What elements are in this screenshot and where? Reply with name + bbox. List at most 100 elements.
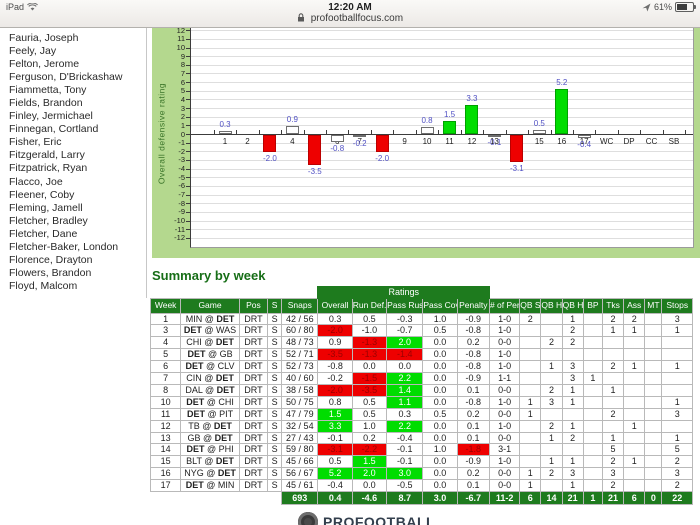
x-tick-mark <box>550 130 552 134</box>
player-list-item[interactable]: Flowers, Brandon <box>9 266 92 279</box>
x-tick-mark <box>662 130 664 134</box>
player-list-item[interactable]: Floyd, Malcom <box>9 279 78 292</box>
cell: 5 <box>661 443 693 457</box>
cell: S <box>267 431 283 445</box>
player-list-item[interactable]: Fletcher, Bradley <box>9 214 88 227</box>
bar-value-label: -0.4 <box>577 140 592 150</box>
cell: 1 <box>519 407 542 421</box>
y-tick-mark <box>186 142 190 144</box>
cell <box>582 312 603 326</box>
player-list-item[interactable]: Finley, Jermichael <box>9 110 93 123</box>
cell <box>644 383 663 397</box>
table-row: 11 DET @ PIT DRT S 47 / 79 1.5 0.5 0.3 0.5 0.2 0-0… <box>149 407 693 421</box>
cell: 0-0 <box>488 407 521 421</box>
player-list-item[interactable]: Fauria, Joseph <box>9 32 79 44</box>
cell: 1-0 <box>488 324 521 338</box>
x-tick-mark <box>370 130 372 134</box>
cell <box>623 348 646 362</box>
table-row: 10 DET @ CHI DRT S 50 / 75 0.8 0.5 1.1 0.0 -0.8 1-… <box>149 395 693 409</box>
chart-gridline <box>191 151 693 153</box>
player-list-item[interactable]: Ferguson, D'Brickashaw <box>9 71 123 84</box>
player-list-item[interactable]: Fisher, Eric <box>9 136 62 149</box>
table-row: 4 CHI @ DET DRT S 48 / 73 0.9 -1.3 2.0 0.0 0.2 0-0… <box>149 336 693 350</box>
player-list-item[interactable]: Flacco, Joe <box>9 175 63 188</box>
pff-logo: PROFOOTBALL <box>298 512 435 525</box>
cell: 0.5 <box>351 407 388 421</box>
player-list-item[interactable]: Fletcher-Baker, London <box>9 240 119 253</box>
cell: 27 / 43 <box>281 431 319 445</box>
cell <box>540 324 563 338</box>
y-tick-label: 6 <box>180 77 185 87</box>
cell: DRT <box>238 383 269 397</box>
cell: 1.0 <box>422 443 458 457</box>
bar-week-10 <box>420 127 434 134</box>
cell <box>661 372 693 385</box>
y-tick-mark <box>186 203 190 205</box>
y-tick-mark <box>186 134 190 135</box>
totals-blank <box>180 491 240 505</box>
cell: -1.3 <box>351 348 388 362</box>
cell: -0.8 <box>456 360 490 374</box>
player-list-item[interactable]: Fiammetta, Tony <box>9 84 87 97</box>
cell <box>644 443 663 457</box>
cell: 0.0 <box>422 348 458 362</box>
cell: 1-0 <box>488 419 521 433</box>
chart-gridline <box>191 237 693 239</box>
table-body: 1 MIN @ DET DRT S 42 / 56 0.3 0.5 -0.3 1.0 -0.9 1-… <box>149 312 693 493</box>
player-list-item[interactable]: Finnegan, Cortland <box>9 123 99 136</box>
totals-row: 693 0.4 -4.6 8.7 3.0 -6.7 11-2 6 14 21 1 21 6 0 22 <box>150 491 693 506</box>
y-tick-label: 7 <box>180 68 185 78</box>
player-list-item[interactable]: Florence, Drayton <box>9 253 93 266</box>
player-list-item[interactable]: Fleener, Coby <box>9 188 75 201</box>
cell: 1 <box>661 395 693 409</box>
cell: -0.8 <box>456 395 490 409</box>
table-head: Ratings Week Game Pos S Snaps Overall Run Def. P… <box>149 286 693 314</box>
cell: DET @ CLV <box>180 360 240 374</box>
cell <box>582 431 603 445</box>
cell: 0-0 <box>488 336 521 350</box>
totals-blank <box>150 491 181 505</box>
chart-gridline <box>191 203 693 205</box>
player-list-item[interactable]: Fields, Brandon <box>9 97 83 110</box>
cell <box>623 395 646 409</box>
summary-table: Ratings Week Game Pos S Snaps Overall Run Def. P… <box>149 286 693 506</box>
y-tick-label: -10 <box>174 216 185 225</box>
cell: 2 <box>540 383 563 397</box>
cell: 38 / 58 <box>281 383 319 397</box>
cell: 47 / 79 <box>281 407 319 421</box>
cell <box>644 419 663 433</box>
totals-cell: -4.6 <box>351 491 388 506</box>
player-list-item[interactable]: Felton, Jerome <box>9 58 80 71</box>
y-tick-mark <box>186 194 190 196</box>
y-tick-label: 12 <box>176 28 185 35</box>
y-tick-label: -2 <box>178 146 185 156</box>
player-list-item[interactable]: Feely, Jay <box>9 45 57 58</box>
cell: 1 <box>623 360 646 374</box>
x-tick-mark <box>617 130 619 134</box>
cell: 45 / 66 <box>281 455 319 469</box>
x-tick-label: SB <box>668 137 680 146</box>
cell: -0.9 <box>456 372 490 385</box>
cell: 1 <box>561 419 584 433</box>
player-list-item[interactable]: Fletcher, Dane <box>9 227 78 240</box>
y-tick-label: 5 <box>180 86 185 96</box>
chart-gridline <box>191 142 693 144</box>
player-list-item[interactable]: Fleming, Jamell <box>9 201 83 214</box>
cell: 52 / 73 <box>281 360 319 374</box>
cell: 1 <box>601 383 625 397</box>
wifi-icon <box>27 3 38 11</box>
cell: S <box>267 419 283 433</box>
y-tick-label: -5 <box>178 172 185 182</box>
player-list-item[interactable]: Fitzgerald, Larry <box>9 149 85 162</box>
bar-value-label: 1.5 <box>443 110 456 120</box>
cell <box>623 372 646 385</box>
cell <box>623 407 646 421</box>
cell: 0.0 <box>422 419 458 433</box>
x-tick-label: 10 <box>422 137 432 146</box>
chart-gridline <box>191 82 693 84</box>
cell <box>582 419 603 433</box>
cell: DRT <box>238 443 269 457</box>
player-list-item[interactable]: Fitzpatrick, Ryan <box>9 162 88 175</box>
totals-cell: 14 <box>540 491 563 506</box>
address-bar[interactable]: profootballfocus.com <box>0 13 700 24</box>
